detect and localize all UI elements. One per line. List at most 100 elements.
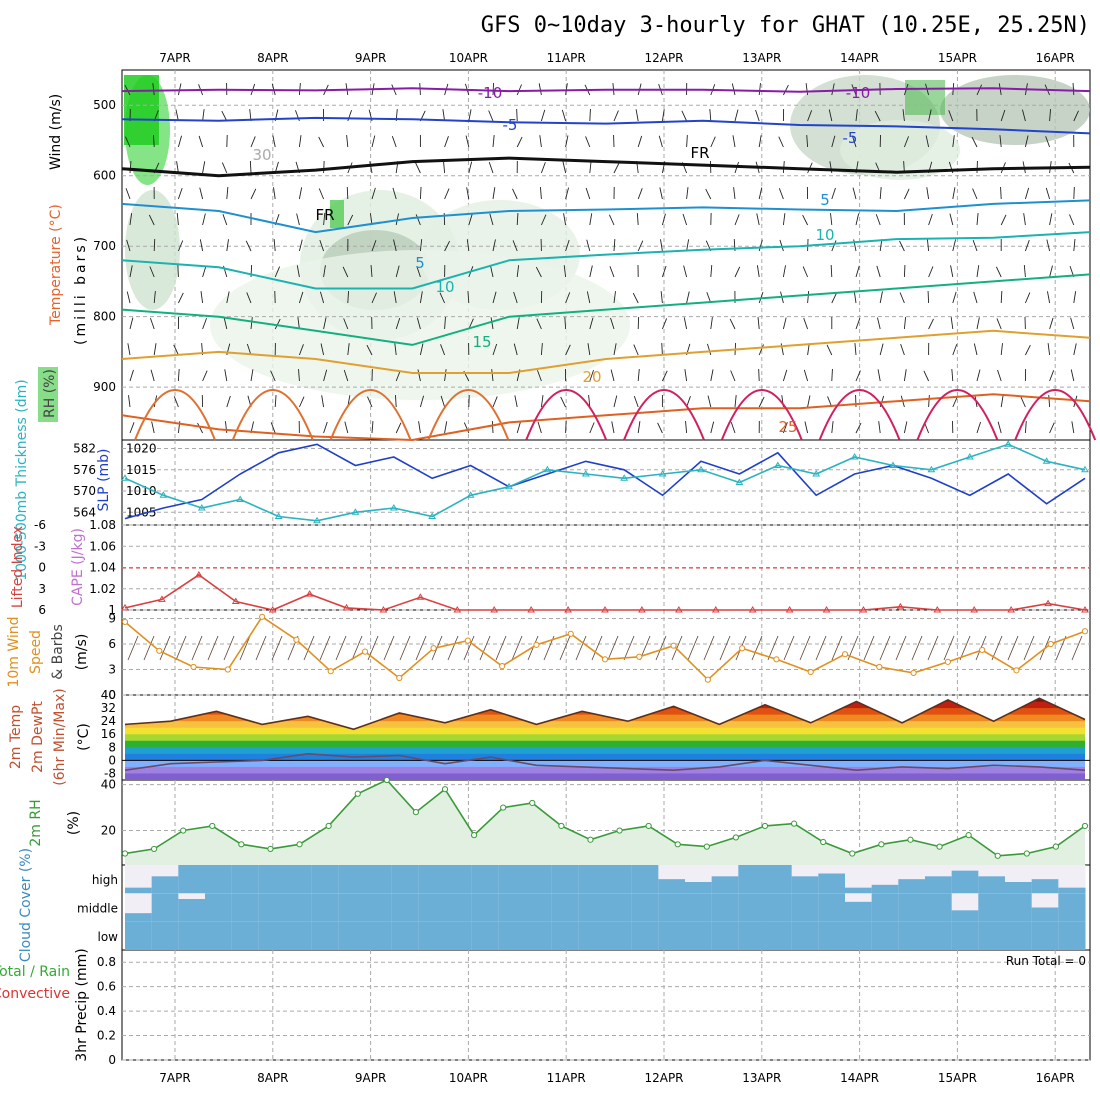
wind-barb — [758, 135, 762, 148]
wind-barb — [516, 109, 518, 122]
wind-barb — [876, 317, 881, 330]
precip-tick: 0.4 — [97, 1004, 116, 1018]
wind10-barb — [415, 635, 427, 661]
wind-barb — [318, 188, 325, 200]
wind-barb — [565, 239, 570, 252]
wind10-barb — [127, 635, 139, 661]
wind-barb — [392, 187, 397, 200]
wind-barb — [440, 395, 446, 408]
data-point — [441, 786, 449, 793]
data-point — [670, 642, 677, 649]
wind-barb — [415, 162, 421, 174]
wind-barb — [198, 135, 204, 148]
wind-barb — [439, 292, 446, 304]
cloud-cell-middle — [765, 893, 793, 922]
wind-barb — [1070, 317, 1075, 330]
cloud-cell-high — [178, 865, 206, 894]
isotherm-line — [121, 116, 1091, 135]
cloud-cell-high — [391, 865, 419, 894]
wind-barb — [346, 135, 349, 148]
wind10-barb — [575, 635, 587, 661]
wind-barb — [877, 369, 881, 382]
wind-barb — [710, 136, 716, 148]
wind-barb — [684, 369, 688, 382]
wind-barb — [660, 291, 663, 304]
wind-barb — [444, 317, 446, 330]
wind-barb — [1046, 239, 1051, 252]
wind-barb — [976, 421, 981, 434]
wind-barb — [733, 187, 736, 200]
panel-frame-w10 — [121, 609, 1091, 696]
data-point — [453, 606, 462, 613]
lifted-index-axis-label-group: Lifted Index — [10, 526, 26, 608]
wind-barb — [1045, 187, 1051, 200]
data-point — [466, 491, 475, 498]
wind10-unit-label-group: (m/s) — [74, 634, 90, 671]
wind-barb — [321, 395, 325, 408]
wind-barb — [589, 317, 594, 330]
rh-axis-label: RH (%) — [42, 369, 58, 418]
wind-barb — [730, 421, 736, 434]
wind-barb — [952, 187, 956, 200]
wind-barb — [710, 421, 715, 434]
wind-barb — [952, 135, 955, 148]
temperature-band — [125, 766, 1085, 774]
wind-barb — [153, 291, 156, 304]
wind-barb — [831, 187, 836, 200]
wind-barb — [903, 188, 910, 200]
temp2m-tick: 0 — [108, 753, 116, 767]
data-point — [878, 841, 885, 848]
wind-barb — [418, 421, 421, 434]
wind-barb — [492, 187, 496, 200]
wind-barb — [899, 240, 905, 252]
wind-barb — [973, 291, 978, 304]
data-point — [822, 606, 831, 613]
chart-title: GFS 0~10day 3-hourly for GHAT (10.25E, 2… — [481, 13, 1090, 38]
wind-barb — [273, 239, 276, 252]
wind-barb — [782, 265, 786, 278]
wind-barb — [298, 291, 304, 304]
wind-barb — [686, 291, 690, 304]
run-total-label: Run Total = 0 — [1006, 954, 1086, 968]
cloud-cell-low — [978, 921, 1006, 950]
wind-barb — [202, 318, 207, 330]
data-point — [121, 474, 129, 481]
date-tick-top: 10APR — [449, 51, 488, 65]
wind-barb — [323, 317, 327, 330]
wind-barb — [250, 317, 253, 330]
isotherm-line — [121, 393, 1091, 442]
wind-barb — [319, 291, 325, 304]
wind10-barb — [303, 635, 315, 661]
wind-barb — [492, 343, 498, 356]
wind-barb — [1024, 187, 1030, 200]
cloud-cell-low — [605, 921, 633, 950]
date-tick-bottom: 13APR — [742, 1071, 781, 1085]
wind-barb — [729, 318, 736, 330]
data-point — [674, 841, 681, 848]
isotherm-label: 10 — [815, 226, 834, 244]
wind-barb — [852, 135, 857, 148]
precip-tick: 0 — [108, 1053, 116, 1067]
wind10-barbs-label-group: & Barbs — [50, 624, 66, 680]
wind-barb — [419, 187, 422, 200]
temperature-band — [125, 698, 1085, 703]
wind-barb — [1073, 343, 1077, 356]
cloud-level-label: low — [98, 930, 119, 944]
cloud-cell-low — [738, 921, 766, 950]
wind-barb — [734, 109, 739, 122]
wind-barb — [393, 291, 397, 304]
wind-barb — [224, 421, 228, 434]
wind-barb — [831, 421, 834, 434]
wind-barb — [298, 344, 304, 356]
wind-barb — [419, 395, 425, 408]
wind10-speed-label-group: Speed — [28, 630, 44, 674]
wind-barb — [705, 188, 712, 200]
wind10-barb — [463, 635, 475, 661]
cloud-cell-high — [205, 865, 233, 894]
data-point — [464, 637, 471, 644]
wind-barb — [394, 395, 397, 408]
data-point — [274, 512, 283, 519]
wind-barb — [950, 317, 954, 330]
wind-barb — [226, 291, 230, 304]
wind-barb — [831, 369, 833, 382]
